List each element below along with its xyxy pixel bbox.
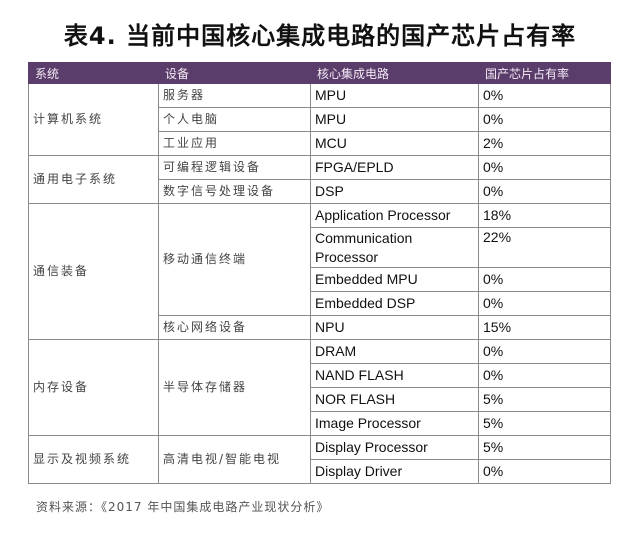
device-cell: 移动通信终端	[158, 203, 311, 316]
share-cell: 0%	[478, 339, 611, 364]
share-cell: 18%	[478, 203, 611, 228]
table-row: 个人电脑 MPU 0%	[29, 107, 611, 132]
system-cell: 通用电子系统	[28, 155, 159, 204]
table-row: Image Processor 5%	[29, 411, 611, 436]
chip-cell: FPGA/EPLD	[310, 155, 479, 180]
table-row: 通信装备 移动通信终端 Application Processor 18%	[28, 203, 611, 340]
chip-cell: NPU	[310, 315, 479, 340]
share-cell: 5%	[478, 387, 611, 412]
header-share: 国产芯片占有率	[478, 62, 611, 84]
share-cell: 0%	[478, 267, 611, 292]
chip-cell: DRAM	[310, 339, 479, 364]
device-cell: 高清电视/智能电视	[158, 435, 311, 484]
share-cell: 0%	[478, 179, 611, 204]
chip-cell: Display Processor	[310, 435, 479, 460]
share-cell: 5%	[478, 411, 611, 436]
share-cell: 0%	[478, 291, 611, 316]
device-cell: 数字信号处理设备	[158, 179, 311, 204]
header-device: 设备	[158, 62, 311, 84]
chip-cell: Application Processor	[310, 203, 479, 228]
table-row: 工业应用 MCU 2%	[29, 131, 611, 156]
share-cell: 0%	[478, 363, 611, 388]
chip-cell: Embedded MPU	[310, 267, 479, 292]
table-row: 计算机系统 服务器 MPU 0%	[28, 83, 611, 156]
share-cell: 22%	[478, 227, 611, 268]
table-body: 计算机系统 服务器 MPU 0% 个人电脑 MPU 0% 工业应用 MCU 2% 通用电子系统 可编程…	[28, 83, 611, 484]
share-cell: 0%	[478, 155, 611, 180]
table-row: Communication Processor 22%	[29, 227, 611, 268]
source-note: 资料来源：《2017 年中国集成电路产业现状分析》	[36, 500, 330, 514]
chip-cell: MPU	[310, 107, 479, 132]
chip-cell: Communication Processor	[310, 227, 479, 268]
chip-cell: MCU	[310, 131, 479, 156]
share-cell: 0%	[478, 459, 611, 484]
header-system: 系统	[28, 62, 159, 84]
share-cell: 0%	[478, 107, 611, 132]
table-row: 内存设备 半导体存储器 DRAM 0%	[28, 339, 611, 436]
device-cell: 核心网络设备	[158, 315, 311, 340]
system-cell: 通信装备	[28, 203, 159, 340]
header-row: 系统 设备 核心集成电路 国产芯片占有率	[28, 62, 611, 84]
system-cell: 显示及视频系统	[28, 435, 159, 484]
table-row: 通用电子系统 可编程逻辑设备 FPGA/EPLD 0%	[28, 155, 611, 204]
share-cell: 15%	[478, 315, 611, 340]
table-title: 表4. 当前中国核心集成电路的国产芯片占有率	[63, 22, 577, 50]
share-cell: 2%	[478, 131, 611, 156]
device-cell: 服务器	[158, 83, 311, 108]
table-row: Embedded DSP 0%	[29, 291, 611, 316]
share-cell: 5%	[478, 435, 611, 460]
chip-cell: NAND FLASH	[310, 363, 479, 388]
device-cell: 工业应用	[158, 131, 311, 156]
chip-cell: Image Processor	[310, 411, 479, 436]
device-cell: 可编程逻辑设备	[158, 155, 311, 180]
table-row: NAND FLASH 0%	[29, 363, 611, 388]
chip-cell: DSP	[310, 179, 479, 204]
table-row: 显示及视频系统 高清电视/智能电视 Display Processor 5%	[28, 435, 611, 484]
chip-cell: NOR FLASH	[310, 387, 479, 412]
table-row: 数字信号处理设备 DSP 0%	[29, 179, 611, 204]
header-chip: 核心集成电路	[310, 62, 479, 84]
device-cell: 个人电脑	[158, 107, 311, 132]
chip-cell: Embedded DSP	[310, 291, 479, 316]
system-cell: 计算机系统	[28, 83, 159, 156]
chip-cell: MPU	[310, 83, 479, 108]
chip-cell: Display Driver	[310, 459, 479, 484]
device-cell: 半导体存储器	[158, 339, 311, 436]
share-cell: 0%	[478, 83, 611, 108]
table-row: Display Driver 0%	[29, 459, 611, 484]
ic-share-table: 系统 设备 核心集成电路 国产芯片占有率 计算机系统 服务器 MPU 0% 个人电脑 MP…	[28, 62, 611, 484]
system-cell: 内存设备	[28, 339, 159, 436]
